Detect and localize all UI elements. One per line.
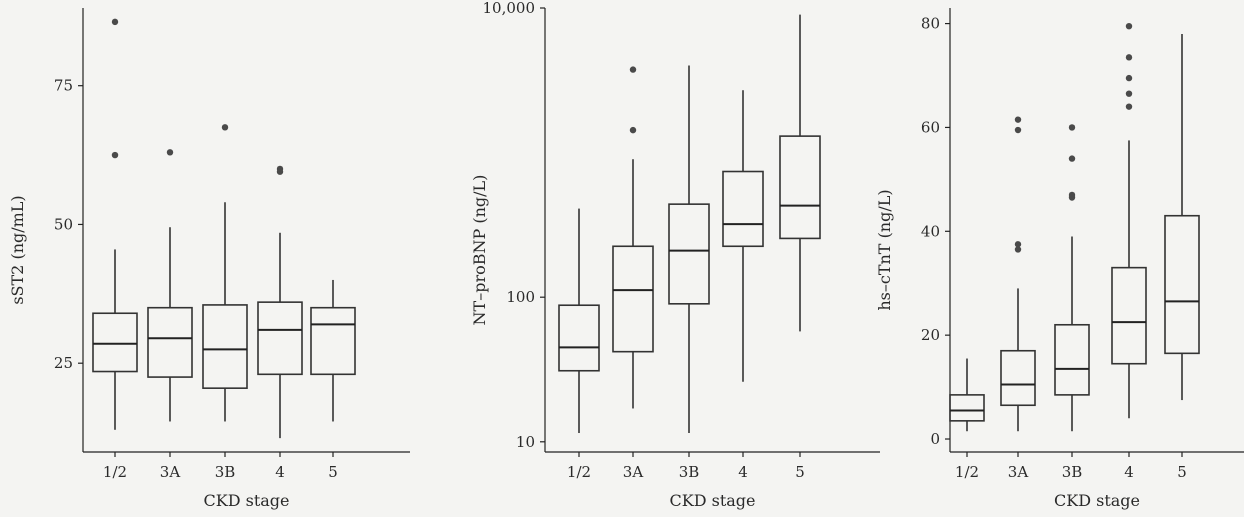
x-tick-label: 3A	[1008, 463, 1029, 481]
y-tick-label: 0	[930, 430, 940, 448]
iqr-box	[1001, 351, 1035, 406]
box-1-2	[950, 359, 984, 432]
box-3A	[613, 66, 653, 408]
y-tick-label: 80	[921, 15, 940, 33]
x-tick-label: 3B	[679, 463, 700, 481]
iqr-box	[669, 204, 709, 304]
outlier-point	[1126, 23, 1132, 29]
y-tick-label: 100	[506, 288, 535, 306]
iqr-box	[780, 136, 820, 238]
iqr-box	[723, 172, 763, 247]
x-tick-label: 4	[1124, 463, 1134, 481]
outlier-point	[1015, 241, 1021, 247]
x-axis-title: CKD stage	[1054, 491, 1140, 510]
box-4	[258, 166, 302, 438]
y-tick-label: 50	[54, 215, 73, 233]
x-tick-label: 3A	[160, 463, 181, 481]
iqr-box	[950, 395, 984, 421]
outlier-point	[112, 152, 118, 158]
x-tick-label: 3B	[1062, 463, 1083, 481]
iqr-box	[1165, 216, 1199, 354]
y-tick-label: 60	[921, 118, 940, 136]
box-3B	[203, 124, 247, 421]
y-tick-label: 10	[516, 433, 535, 451]
box-1-2	[559, 209, 599, 433]
outlier-point	[1126, 54, 1132, 60]
outlier-point	[1126, 75, 1132, 81]
chart-panel-1: 25 50 75 1/2 3A 3B 4 5 CKD stage sST2 (ng/mL)	[8, 8, 410, 510]
x-tick-label: 3A	[623, 463, 644, 481]
outlier-point	[630, 127, 636, 133]
iqr-box	[1055, 325, 1089, 395]
outlier-point	[1126, 90, 1132, 96]
box-3B	[669, 66, 709, 433]
outlier-point	[1069, 124, 1075, 130]
outlier-point	[630, 66, 636, 72]
box-5	[311, 280, 355, 422]
outlier-point	[1015, 116, 1021, 122]
x-axis-title: CKD stage	[204, 491, 290, 510]
y-tick-label: 25	[54, 354, 73, 372]
box-4	[723, 90, 763, 382]
outlier-point	[167, 149, 173, 155]
box-3A	[1001, 116, 1035, 431]
iqr-box	[559, 305, 599, 371]
chart-panel-3: 0 20 40 60 80 1/2 3A 3B 4 5 CKD stage hs–cTnT (ng/L…	[875, 8, 1244, 510]
outlier-point	[1015, 127, 1021, 133]
outlier-point	[1069, 192, 1075, 198]
x-tick-label: 1/2	[567, 463, 591, 481]
x-tick-label: 5	[795, 463, 805, 481]
y-axis-title: sST2 (ng/mL)	[8, 195, 27, 304]
iqr-box	[93, 313, 137, 371]
y-tick-label: 10,000	[483, 0, 536, 17]
iqr-box	[148, 308, 192, 377]
iqr-box	[203, 305, 247, 388]
box-5	[1165, 34, 1199, 400]
outlier-point	[222, 124, 228, 130]
iqr-box	[613, 246, 653, 351]
x-tick-label: 5	[1177, 463, 1187, 481]
x-tick-label: 4	[738, 463, 748, 481]
y-axis-title: hs–cTnT (ng/L)	[875, 189, 894, 310]
y-tick-label: 40	[921, 222, 940, 240]
x-tick-label: 3B	[215, 463, 236, 481]
y-tick-label: 20	[921, 326, 940, 344]
x-tick-label: 5	[328, 463, 338, 481]
box-1-2	[93, 19, 137, 430]
x-axis-title: CKD stage	[670, 491, 756, 510]
iqr-box	[311, 308, 355, 375]
outlier-point	[277, 166, 283, 172]
box-4	[1112, 23, 1146, 418]
box-3B	[1055, 124, 1089, 431]
outlier-point	[112, 19, 118, 25]
y-tick-label: 75	[54, 77, 73, 95]
iqr-box	[258, 302, 302, 374]
y-axis-title: NT–proBNP (ng/L)	[470, 175, 489, 326]
chart-panel-2: 10 100 10,000 1/2 3A 3B 4 5 CKD stage NT–proBNP (…	[470, 0, 880, 510]
outlier-point	[1069, 155, 1075, 161]
outlier-point	[1126, 103, 1132, 109]
iqr-box	[1112, 268, 1146, 364]
x-tick-label: 1/2	[955, 463, 979, 481]
x-tick-label: 4	[275, 463, 285, 481]
box-5	[780, 15, 820, 332]
box-3A	[148, 149, 192, 421]
x-tick-label: 1/2	[103, 463, 127, 481]
